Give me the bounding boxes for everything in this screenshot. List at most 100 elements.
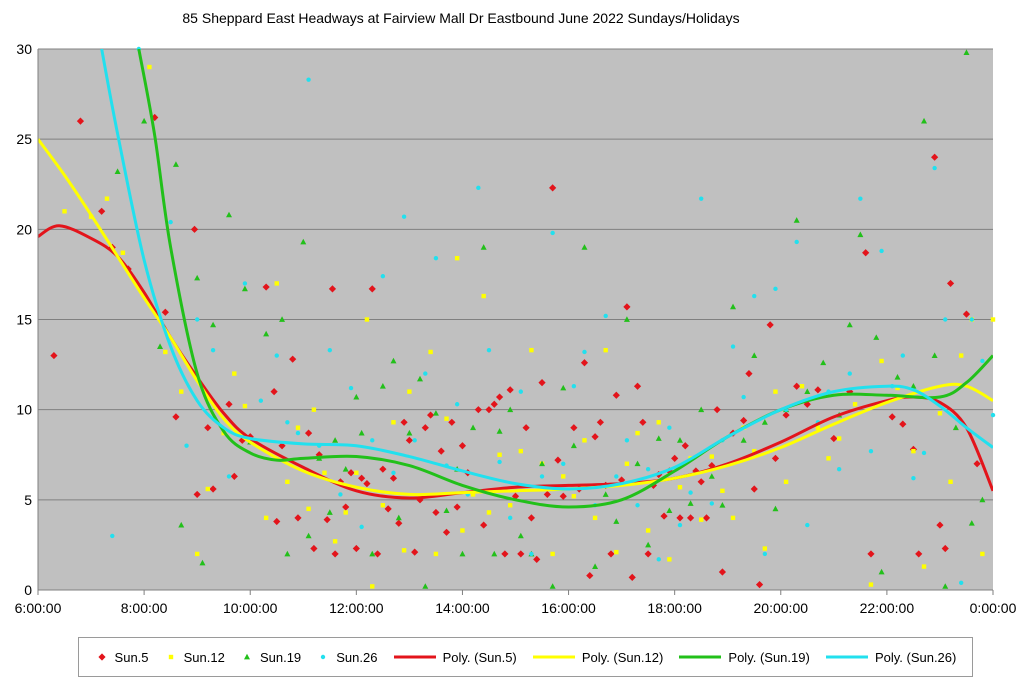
data-point xyxy=(285,479,290,484)
data-point xyxy=(395,519,403,527)
data-point xyxy=(342,503,350,511)
data-point xyxy=(507,406,514,413)
legend-item-poly-sun-19: Poly. (Sun.19) xyxy=(678,650,810,665)
data-point xyxy=(761,419,768,425)
data-point xyxy=(624,438,630,443)
data-point xyxy=(709,501,715,506)
data-point xyxy=(878,568,885,575)
data-point xyxy=(852,402,858,407)
data-point xyxy=(384,505,392,513)
y-tick-label: 10 xyxy=(16,402,32,418)
data-point xyxy=(241,285,248,292)
legend-item-sun-19: Sun.19 xyxy=(240,650,301,665)
data-point xyxy=(915,550,923,558)
data-point xyxy=(230,472,238,480)
legend-item-poly-sun-5: Poly. (Sun.5) xyxy=(393,650,517,665)
data-point xyxy=(194,274,201,281)
data-point xyxy=(702,514,711,522)
trend-line-poly-sun-12 xyxy=(38,138,993,497)
data-point xyxy=(963,49,970,56)
data-point xyxy=(295,430,301,436)
data-point xyxy=(518,389,524,394)
data-point xyxy=(305,532,312,539)
data-point xyxy=(560,384,567,391)
x-tick-label: 14:00:00 xyxy=(435,600,490,616)
data-point xyxy=(368,285,376,293)
data-point xyxy=(279,316,286,322)
legend-label: Poly. (Sun.12) xyxy=(581,649,664,665)
data-point xyxy=(799,384,805,389)
data-point xyxy=(432,508,440,517)
data-point xyxy=(900,353,906,358)
data-point xyxy=(708,473,715,479)
data-point xyxy=(285,420,290,425)
data-point xyxy=(911,448,916,454)
data-point xyxy=(496,428,503,434)
trend-lines xyxy=(38,49,993,509)
data-point xyxy=(370,584,375,589)
data-point xyxy=(172,161,179,167)
data-point xyxy=(538,379,546,387)
data-point xyxy=(719,502,726,508)
data-point xyxy=(242,281,248,286)
data-point xyxy=(460,528,465,533)
y-tick-label: 0 xyxy=(24,582,32,598)
x-tick-label: 20:00:00 xyxy=(754,600,809,616)
data-point xyxy=(867,550,875,558)
data-point xyxy=(262,283,270,291)
data-point xyxy=(826,456,831,461)
data-point xyxy=(698,517,704,522)
data-point xyxy=(943,317,948,322)
data-point xyxy=(687,500,694,506)
data-point xyxy=(820,359,827,366)
data-point xyxy=(205,486,210,492)
data-point xyxy=(310,544,318,553)
data-point xyxy=(750,485,758,493)
data-point xyxy=(879,248,884,254)
data-point xyxy=(645,528,651,533)
data-point xyxy=(210,347,216,353)
data-point xyxy=(62,209,67,214)
data-point xyxy=(771,454,780,462)
data-point xyxy=(554,456,562,464)
data-point xyxy=(380,274,386,279)
data-point xyxy=(114,168,121,175)
legend-swatch xyxy=(825,655,868,659)
data-point xyxy=(517,550,525,558)
x-tick-label: 18:00:00 xyxy=(647,600,702,616)
data-point xyxy=(225,400,233,408)
data-point xyxy=(709,454,715,459)
data-point xyxy=(745,370,753,378)
data-point xyxy=(76,117,85,125)
data-point xyxy=(879,358,884,364)
data-point xyxy=(677,522,683,528)
data-point xyxy=(580,359,589,367)
legend-swatch xyxy=(532,655,575,659)
data-point xyxy=(390,357,397,364)
data-point xyxy=(793,217,800,223)
data-point xyxy=(980,358,985,364)
data-point xyxy=(671,454,679,462)
data-point xyxy=(581,244,588,250)
data-point xyxy=(740,437,747,443)
data-point xyxy=(522,424,530,432)
data-point xyxy=(363,480,371,488)
data-point xyxy=(591,433,599,441)
legend-marker xyxy=(168,654,173,660)
data-point xyxy=(470,424,477,431)
data-point xyxy=(401,548,407,553)
data-point xyxy=(273,517,281,526)
data-point xyxy=(491,550,498,557)
data-point xyxy=(373,550,382,558)
data-point xyxy=(962,310,971,318)
data-point xyxy=(980,551,985,557)
data-point xyxy=(830,434,838,443)
data-point xyxy=(529,551,534,557)
data-point xyxy=(110,533,115,539)
data-point xyxy=(814,386,822,394)
data-point xyxy=(328,285,337,293)
legend-label: Sun.19 xyxy=(259,649,302,665)
data-point xyxy=(932,165,937,171)
data-point xyxy=(406,429,413,436)
data-point xyxy=(289,355,297,363)
